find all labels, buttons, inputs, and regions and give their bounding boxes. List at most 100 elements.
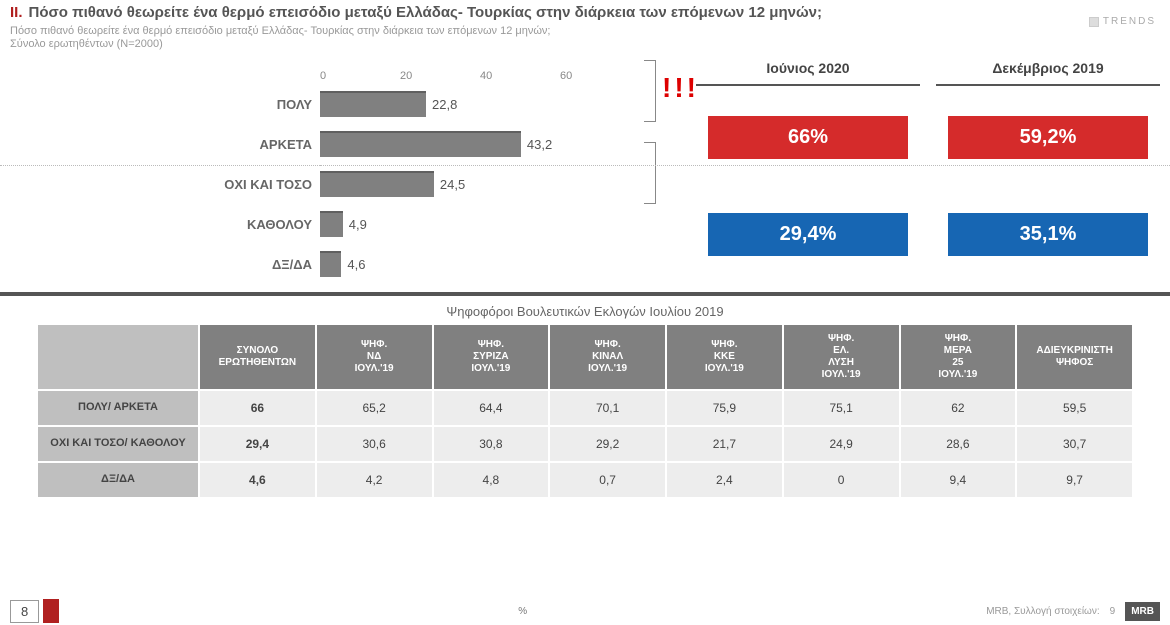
footer-center: % xyxy=(59,606,986,617)
summary-head: Ιούνιος 2020 xyxy=(696,52,920,86)
table-column-header: ΣΥΝΟΛΟΕΡΩΤΗΘΕΝΤΩΝ xyxy=(200,325,315,389)
summary-columns: Ιούνιος 2020 66% 29,4% Δεκέμβριος 2019 59,2%… xyxy=(690,52,1160,284)
axis-tick: 20 xyxy=(400,70,480,82)
table-cell: 4,6 xyxy=(200,463,315,497)
crosstab-table: ΣΥΝΟΛΟΕΡΩΤΗΘΕΝΤΩΝΨΗΦ.ΝΔΙΟΥΛ.'19ΨΗΦ.ΣΥΡΙΖ… xyxy=(36,323,1134,499)
table-cell: 59,5 xyxy=(1017,391,1132,425)
footer-source: MRB, Συλλογή στοιχείων: xyxy=(986,606,1099,617)
table-cell: 4,8 xyxy=(434,463,549,497)
table-cell: 29,2 xyxy=(550,427,665,461)
bar-value: 22,8 xyxy=(432,97,457,112)
table-cell: 64,4 xyxy=(434,391,549,425)
axis-tick: 40 xyxy=(480,70,560,82)
table-cell: 75,9 xyxy=(667,391,782,425)
table-row-header: ΟΧΙ ΚΑΙ ΤΟΣΟ/ ΚΑΘΟΛΟΥ xyxy=(38,427,198,461)
table-corner xyxy=(38,325,198,389)
summary-head: Δεκέμβριος 2019 xyxy=(936,52,1160,86)
footer-right: MRB, Συλλογή στοιχείων: 9 MRB xyxy=(986,602,1160,621)
table-cell: 30,7 xyxy=(1017,427,1132,461)
table-column-header: ΨΗΦ.ΣΥΡΙΖΑΙΟΥΛ.'19 xyxy=(434,325,549,389)
summary-column: Δεκέμβριος 2019 59,2% 35,1% xyxy=(936,52,1160,284)
upper-section: TRENDS ΠΟΛΥΑΡΚΕΤΑΟΧΙ ΚΑΙ ΤΟΣΟΚΑΘΟΛΟΥΔΞ/Δ… xyxy=(0,52,1170,288)
roman-numeral: II. xyxy=(10,4,23,21)
bars-container: 22,8 43,2 24,5 4,9 4,6 xyxy=(320,52,640,284)
badge-gap xyxy=(936,159,1160,213)
page-number-box: 8 xyxy=(10,600,39,623)
bar-value: 24,5 xyxy=(440,177,465,192)
badge-gap xyxy=(696,159,920,213)
bar-row: 4,6 xyxy=(320,244,640,284)
summary-badge-bottom: 29,4% xyxy=(708,213,908,256)
axis-tick: 0 xyxy=(320,70,400,82)
page-title: Πόσο πιθανό θεωρείτε ένα θερμό επεισόδιο… xyxy=(29,4,822,21)
table-row-header: ΠΟΛΥ/ ΑΡΚΕΤΑ xyxy=(38,391,198,425)
table-cell: 29,4 xyxy=(200,427,315,461)
bar-row: 22,8 xyxy=(320,84,640,124)
bar-row: 43,2 xyxy=(320,124,640,164)
footer: 8 % MRB, Συλλογή στοιχείων: 9 MRB xyxy=(0,599,1170,623)
table-header-row: ΣΥΝΟΛΟΕΡΩΤΗΘΕΝΤΩΝΨΗΦ.ΝΔΙΟΥΛ.'19ΨΗΦ.ΣΥΡΙΖ… xyxy=(38,325,1132,389)
table-column-header: ΨΗΦ.ΜΕΡΑ25ΙΟΥΛ.'19 xyxy=(901,325,1016,389)
bar-label: ΟΧΙ ΚΑΙ ΤΟΣΟ xyxy=(10,164,320,204)
bar-label: ΔΞ/ΔΑ xyxy=(10,244,320,284)
table-column-header: ΨΗΦ.ΚΚΕΙΟΥΛ.'19 xyxy=(667,325,782,389)
table-column-header: ΨΗΦ.ΕΛ.ΛΥΣΗΙΟΥΛ.'19 xyxy=(784,325,899,389)
table-cell: 30,8 xyxy=(434,427,549,461)
bar-value: 43,2 xyxy=(527,137,552,152)
table-cell: 9,4 xyxy=(901,463,1016,497)
bar xyxy=(320,91,426,117)
x-axis: 0204060 xyxy=(320,70,640,82)
summary-badge-top: 59,2% xyxy=(948,116,1148,159)
table-row: ΔΞ/ΔΑ4,64,24,80,72,409,49,7 xyxy=(38,463,1132,497)
table-row-header: ΔΞ/ΔΑ xyxy=(38,463,198,497)
bar-label: ΚΑΘΟΛΟΥ xyxy=(10,204,320,244)
bar-label: ΑΡΚΕΤΑ xyxy=(10,124,320,164)
bar-row: 24,5 xyxy=(320,164,640,204)
bracket-column: !!! xyxy=(640,52,690,284)
table-cell: 65,2 xyxy=(317,391,432,425)
exclamation-icon: !!! xyxy=(662,72,699,104)
table-cell: 21,7 xyxy=(667,427,782,461)
bar xyxy=(320,171,434,197)
table-cell: 75,1 xyxy=(784,391,899,425)
summary-badge-bottom: 35,1% xyxy=(948,213,1148,256)
title-row: II. Πόσο πιθανό θεωρείτε ένα θερμό επεισ… xyxy=(10,4,1160,21)
table-cell: 24,9 xyxy=(784,427,899,461)
table-column-header: ΨΗΦ.ΝΔΙΟΥΛ.'19 xyxy=(317,325,432,389)
table-cell: 9,7 xyxy=(1017,463,1132,497)
section-divider xyxy=(0,165,1170,166)
summary-badge-top: 66% xyxy=(708,116,908,159)
bar-row: 4,9 xyxy=(320,204,640,244)
table-cell: 70,1 xyxy=(550,391,665,425)
bar xyxy=(320,251,341,277)
subtitle: Πόσο πιθανό θεωρείτε ένα θερμό επεισόδιο… xyxy=(10,25,1160,37)
lower-section: Ψηφοφόροι Βουλευτικών Εκλογών Ιουλίου 20… xyxy=(0,292,1170,499)
bar-value: 4,6 xyxy=(347,257,365,272)
trends-text: TRENDS xyxy=(1103,16,1156,27)
mrb-logo: MRB xyxy=(1125,602,1160,621)
axis-tick: 60 xyxy=(560,70,640,82)
table-row: ΠΟΛΥ/ ΑΡΚΕΤΑ6665,264,470,175,975,16259,5 xyxy=(38,391,1132,425)
red-tab-icon xyxy=(43,599,59,623)
table-title: Ψηφοφόροι Βουλευτικών Εκλογών Ιουλίου 20… xyxy=(36,304,1134,319)
bar-label: ΠΟΛΥ xyxy=(10,84,320,124)
header-section: II. Πόσο πιθανό θεωρείτε ένα θερμό επεισ… xyxy=(0,0,1170,52)
table-cell: 30,6 xyxy=(317,427,432,461)
bar-labels-column: ΠΟΛΥΑΡΚΕΤΑΟΧΙ ΚΑΙ ΤΟΣΟΚΑΘΟΛΟΥΔΞ/ΔΑ xyxy=(10,52,320,284)
table-row: ΟΧΙ ΚΑΙ ΤΟΣΟ/ ΚΑΘΟΛΟΥ29,430,630,829,221,… xyxy=(38,427,1132,461)
summary-column: Ιούνιος 2020 66% 29,4% xyxy=(696,52,920,284)
bracket-bottom xyxy=(644,142,656,204)
bar-values-column: 0204060 22,8 43,2 24,5 4,9 4,6 xyxy=(320,52,640,284)
table-cell: 62 xyxy=(901,391,1016,425)
trends-icon xyxy=(1089,17,1099,27)
table-cell: 28,6 xyxy=(901,427,1016,461)
sample-note: Σύνολο ερωτηθέντων (Ν=2000) xyxy=(10,38,1160,50)
table-body: ΠΟΛΥ/ ΑΡΚΕΤΑ6665,264,470,175,975,16259,5… xyxy=(38,391,1132,497)
bar xyxy=(320,211,343,237)
table-column-header: ΨΗΦ.ΚΙΝΑΛΙΟΥΛ.'19 xyxy=(550,325,665,389)
table-cell: 4,2 xyxy=(317,463,432,497)
footer-page-right: 9 xyxy=(1110,606,1116,617)
table-cell: 0 xyxy=(784,463,899,497)
bar-chart: ΠΟΛΥΑΡΚΕΤΑΟΧΙ ΚΑΙ ΤΟΣΟΚΑΘΟΛΟΥΔΞ/ΔΑ 02040… xyxy=(10,52,640,284)
bracket-top xyxy=(644,60,656,122)
